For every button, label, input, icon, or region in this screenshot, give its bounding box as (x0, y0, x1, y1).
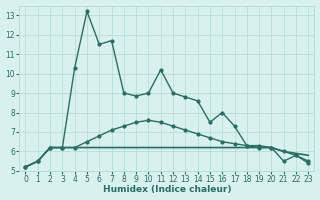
X-axis label: Humidex (Indice chaleur): Humidex (Indice chaleur) (103, 185, 231, 194)
